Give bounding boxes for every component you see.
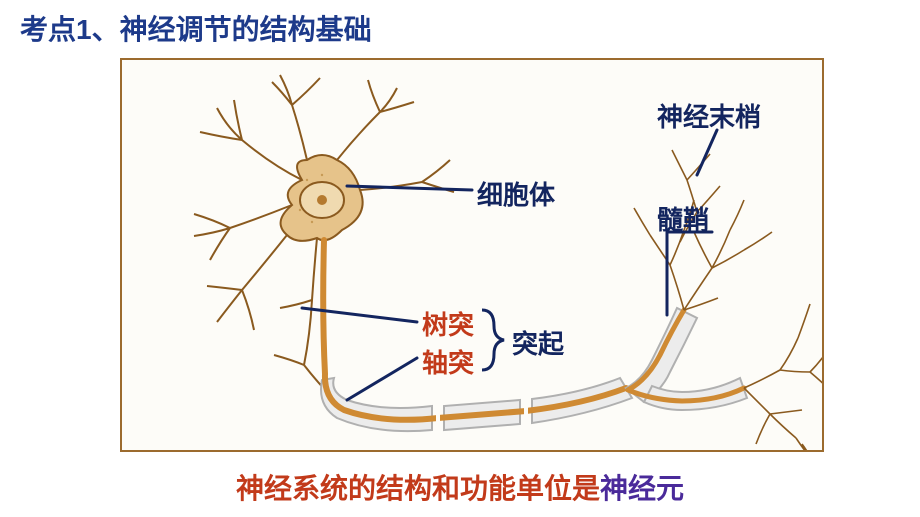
bottom-caption: 神经系统的结构和功能单位是神经元 bbox=[0, 467, 920, 507]
neuron-diagram: 细胞体 神经末梢 髓鞘 树突 轴突 突起 bbox=[120, 58, 824, 452]
label-myelin: 髓鞘 bbox=[657, 200, 709, 237]
label-axon: 轴突 bbox=[422, 343, 474, 380]
label-nerve-ending: 神经末梢 bbox=[657, 97, 761, 134]
caption-part1: 神经系统的结构和功能单位是 bbox=[236, 473, 600, 504]
label-dendrite: 树突 bbox=[422, 305, 474, 342]
label-projection: 突起 bbox=[512, 324, 564, 361]
page-title: 考点1、神经调节的结构基础 bbox=[20, 8, 372, 48]
caption-part2: 神经元 bbox=[600, 473, 684, 504]
label-cell-body: 细胞体 bbox=[477, 175, 555, 212]
